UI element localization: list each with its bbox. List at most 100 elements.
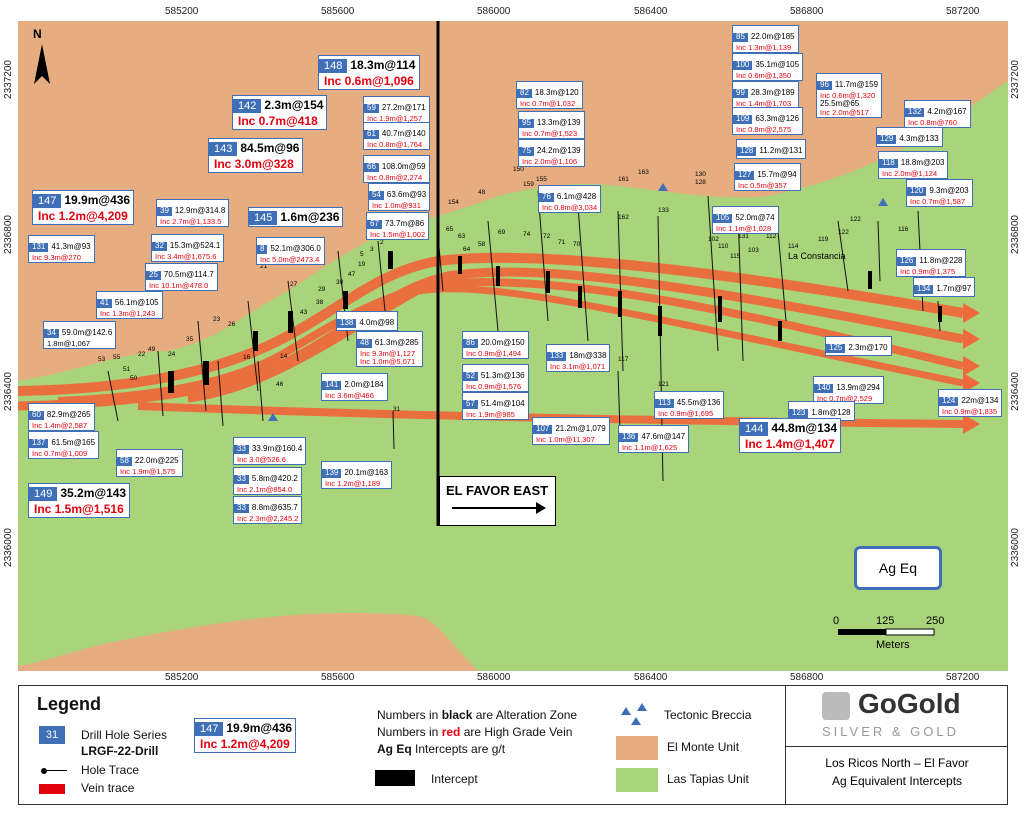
vein-arrowhead — [963, 303, 980, 323]
hole-number: 51 — [123, 366, 131, 373]
hole-trace-label: Hole Trace — [81, 763, 140, 777]
hole-number: 114 — [788, 243, 799, 250]
intercept-label: 66 108.0m@59 Inc 0.8m@2,274 — [363, 155, 430, 183]
vein-trace — [187, 285, 964, 403]
vein-trace-swatch — [39, 784, 65, 794]
intercept-label: 128 11.2m@131 — [736, 139, 807, 159]
intercept-label: 59 27.2m@171 Inc 1.9m@1,257 — [363, 96, 430, 124]
title-block: GoGold SILVER & GOLD Los Ricos North – E… — [785, 686, 1008, 804]
intercept-label: 133 18m@338 Inc 3.1m@1,071 — [546, 344, 611, 372]
intercept-label-large: 149 35.2m@143 Inc 1.5m@1,516 — [28, 483, 131, 518]
intercept-label-large: 148 18.3m@114 Inc 0.6m@1,096 — [318, 55, 420, 90]
x-tick-label: 586800 — [790, 6, 824, 17]
intercept-label: 67 73.7m@86 Inc 1.5m@1,002 — [366, 212, 430, 240]
intercept-label: 120 9.3m@203 Inc 0.7m@1,587 — [906, 179, 973, 207]
hole-number: 50 — [130, 375, 138, 382]
intercept-label: Intercept — [431, 772, 478, 786]
hole-number: 154 — [448, 199, 459, 206]
east-arrow-icon — [536, 502, 546, 514]
intercept-label: 8 52.1m@306.0 Inc 5.0m@2473.4 — [256, 237, 325, 265]
vein-arrowheads — [963, 303, 980, 434]
intercept-label: 125 2.3m@170 — [825, 336, 892, 356]
intercept-label: 54 63.6m@93 Inc 1.0m@931 — [368, 183, 431, 211]
el-favor-east-label: EL FAVOR EAST — [446, 483, 549, 498]
hole-number: 63 — [458, 233, 466, 240]
hole-number: 162 — [618, 214, 629, 221]
hole-number: 38 — [316, 299, 324, 306]
note-ag-eq: Ag Eq Intercepts are g/t — [377, 742, 506, 756]
intercept-label: 96 11.7m@159 Inc 0.6m@1,320 25.5m@65 Inc 2.0… — [816, 73, 883, 118]
hole-number: 74 — [523, 231, 531, 238]
intercept-label: 41 56.1m@105 Inc 1.3m@1,243 — [96, 291, 163, 319]
intercept-label: 61 40.7m@140 Inc 0.8m@1,764 — [363, 122, 430, 150]
intercept-label: 136 47.6m@147 Inc 1.1m@1,625 — [618, 425, 690, 453]
y-tick-label: 2336800 — [3, 215, 14, 254]
intercept-label: 141 2.0m@184 Inc 3.6m@466 — [321, 373, 388, 401]
intercept-label: 75 24.2m@139 Inc 2.0m@1,106 — [518, 139, 585, 167]
tectonic-breccia-label: Tectonic Breccia — [664, 708, 752, 722]
hole-number: 30 — [336, 279, 344, 286]
scale-bar — [838, 628, 935, 636]
hole-number: 43 — [300, 309, 308, 316]
y-tick-label: 2336400 — [3, 372, 14, 411]
intercept-label: 32 15.3m@524.1 Inc 3.4m@1,675.6 — [151, 234, 225, 262]
hole-number: 103 — [748, 247, 759, 254]
hole-number: 161 — [618, 176, 629, 183]
drill-series-label: Drill Hole Series — [81, 728, 168, 742]
hole-number: 159 — [523, 181, 534, 188]
hole-number: 65 — [446, 226, 454, 233]
hole-number: 150 — [513, 166, 524, 173]
x-tick-label: 586000 — [477, 672, 511, 683]
drill-series-swatch: 31 — [39, 726, 65, 744]
hole-number: 2 — [380, 239, 384, 246]
north-arrow — [34, 44, 50, 84]
intercept-label: 124 22m@134 Inc 0.9m@1,835 — [938, 389, 1003, 417]
x-tick-label: 585200 — [165, 672, 199, 683]
hole-number: 58 — [478, 241, 486, 248]
las-tapias-swatch — [616, 768, 658, 792]
hole-number: 116 — [898, 226, 909, 233]
hole-number: 128 — [695, 179, 706, 186]
intercept-label: 33 33.9m@160.4 Inc 3.0@526.6 — [233, 437, 307, 465]
intercept-label: 39 12.9m@314.8 Inc 2.7m@1,133.5 — [156, 199, 230, 227]
legend-sample-label: 147 19.9m@436 Inc 1.2m@4,209 — [194, 718, 297, 753]
intercept-label: 48 61.3m@285 Inc 9.3m@1,127 Inc 1.0m@5,071 — [356, 331, 423, 368]
ag-eq-box: Ag Eq — [854, 546, 942, 590]
vein-arrowhead — [963, 356, 980, 376]
east-arrow-shaft — [452, 507, 540, 509]
x-tick-label: 586800 — [790, 672, 824, 683]
hole-number: 155 — [536, 176, 547, 183]
intercept-label: 126 11.8m@228 Inc 0.9m@1,375 — [896, 249, 967, 277]
el-monte-label: El Monte Unit — [667, 740, 740, 754]
legend-panel: Legend 31 Drill Hole Series LRGF-22-Dril… — [18, 685, 1008, 805]
hole-number: 133 — [658, 207, 669, 214]
intercepts — [168, 251, 942, 393]
drill-prefix-label: LRGF-22-Drill — [81, 744, 159, 758]
el-monte-swatch — [616, 736, 658, 760]
intercept-label: 109 63.3m@126 Inc 0.8m@2,575 — [732, 107, 804, 135]
hole-number: 130 — [695, 171, 706, 178]
hole-number: 27 — [290, 281, 298, 288]
intercept-label: 60 82.9m@265 Inc 1.4m@2,587 — [28, 403, 95, 431]
intercept-label-large: 142 2.3m@154 Inc 0.7m@418 — [232, 95, 328, 130]
intercept-label: 86 20.0m@150 Inc 0.9m@1,494 — [462, 331, 529, 359]
intercept-label: 137 61.5m@165 Inc 0.7m@1,009 — [28, 431, 100, 459]
vein-trace — [18, 252, 964, 396]
hole-number: 35 — [186, 336, 194, 343]
x-tick-label: 587200 — [946, 672, 980, 683]
hole-number: 70 — [573, 241, 581, 248]
intercept-label: 34 59.0m@142.6 1.8m@1,067 — [43, 321, 117, 349]
hole-number: 72 — [543, 233, 551, 240]
scale-label: 0 — [833, 615, 840, 627]
hole-number: 31 — [393, 406, 401, 413]
map-area: N La Constancia EL FAVOR EAST Ag Eq 0 12… — [18, 21, 1008, 671]
vein-arrowhead — [963, 373, 980, 393]
y-tick-label: 2336800 — [1010, 215, 1021, 254]
intercept-label: 95 13.3m@139 Inc 0.7m@1,523 — [518, 111, 585, 139]
intercept-label: 129 4.3m@133 — [876, 127, 943, 147]
intercept-label: 85 22.0m@185 Inc 1.3m@1,139 — [732, 25, 799, 53]
hole-number: 23 — [213, 316, 221, 323]
north-label: N — [33, 27, 42, 41]
report-title-line2: Ag Equivalent Intercepts — [831, 774, 963, 788]
